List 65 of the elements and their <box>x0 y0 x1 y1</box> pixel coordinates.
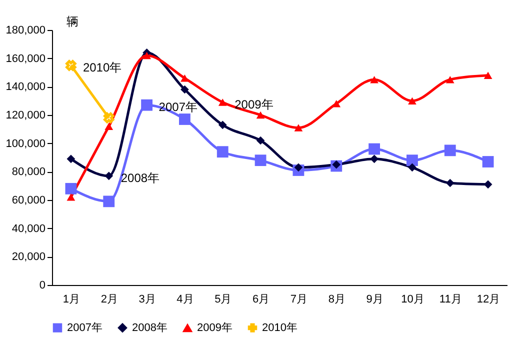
x-tick-label: 9月 <box>366 294 384 306</box>
annotation: 2007年 <box>158 100 198 114</box>
point <box>104 122 114 130</box>
x-tick-label: 11月 <box>439 294 462 306</box>
x-tick-label: 3月 <box>138 294 156 306</box>
point <box>446 76 454 84</box>
point <box>254 154 266 166</box>
point <box>332 160 341 169</box>
y-tick-label: 180,000 <box>6 24 46 36</box>
point <box>66 154 76 164</box>
y-tick-label: 160,000 <box>6 52 46 65</box>
x-tick-label: 10月 <box>401 294 424 306</box>
point <box>256 136 265 145</box>
point <box>332 100 341 108</box>
y-tick-label: 100,000 <box>6 138 46 150</box>
x-tick-label: 4月 <box>176 294 194 306</box>
point <box>408 97 416 104</box>
legend-label: 2007年 <box>67 322 102 334</box>
point <box>179 114 190 125</box>
point <box>218 120 227 130</box>
annotation: 2008年 <box>120 170 160 185</box>
point <box>446 178 454 188</box>
point <box>484 72 492 79</box>
x-tick-label: 1月 <box>62 294 80 306</box>
point <box>103 196 115 208</box>
legend-label: 2010年 <box>262 322 298 334</box>
point <box>294 163 303 172</box>
y-tick-label: 120,000 <box>6 110 46 122</box>
point <box>370 154 378 164</box>
annotation: 2010年 <box>82 60 122 74</box>
x-tick-label: 8月 <box>328 294 346 306</box>
point <box>294 124 303 132</box>
y-axis-title: 辆 <box>66 14 78 28</box>
x-tick-label: 6月 <box>252 294 270 306</box>
x-tick-label: 12月 <box>476 294 500 306</box>
point <box>370 76 378 84</box>
x-tick-label: 2月 <box>100 294 118 306</box>
point <box>66 194 76 201</box>
point <box>180 74 189 82</box>
legend-label: 2008年 <box>132 322 168 334</box>
point <box>141 99 152 111</box>
point <box>218 98 227 106</box>
x-tick-label: 5月 <box>214 294 232 306</box>
point <box>180 85 189 94</box>
point <box>65 182 77 194</box>
annotation: 2009年 <box>234 97 274 112</box>
point <box>482 156 494 168</box>
point <box>66 60 76 71</box>
y-tick-label: 20,000 <box>12 251 46 264</box>
point <box>256 111 265 119</box>
y-tick-label: 140,000 <box>6 81 46 94</box>
point <box>408 163 416 172</box>
point <box>216 146 228 158</box>
y-tick-label: 0 <box>39 280 46 292</box>
y-tick-label: 80,000 <box>12 166 46 178</box>
point <box>104 172 114 180</box>
y-tick-label: 60,000 <box>12 194 46 206</box>
point <box>368 143 380 155</box>
x-tick-label: 7月 <box>290 294 308 306</box>
point <box>103 112 114 124</box>
y-tick-label: 40,000 <box>12 222 46 235</box>
point <box>406 154 418 166</box>
legend-label: 2009年 <box>197 322 232 334</box>
point <box>444 144 456 156</box>
point <box>142 52 151 60</box>
